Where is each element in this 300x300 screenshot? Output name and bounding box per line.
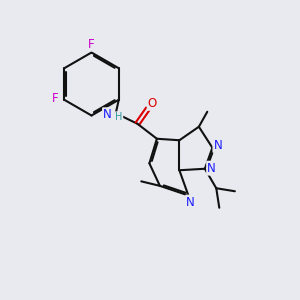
Text: N: N (103, 108, 112, 121)
Text: H: H (115, 112, 122, 122)
Text: N: N (213, 139, 222, 152)
Text: F: F (52, 92, 59, 105)
Text: N: N (207, 162, 216, 175)
Text: N: N (186, 196, 195, 208)
Text: F: F (88, 38, 95, 51)
Text: O: O (148, 97, 157, 110)
